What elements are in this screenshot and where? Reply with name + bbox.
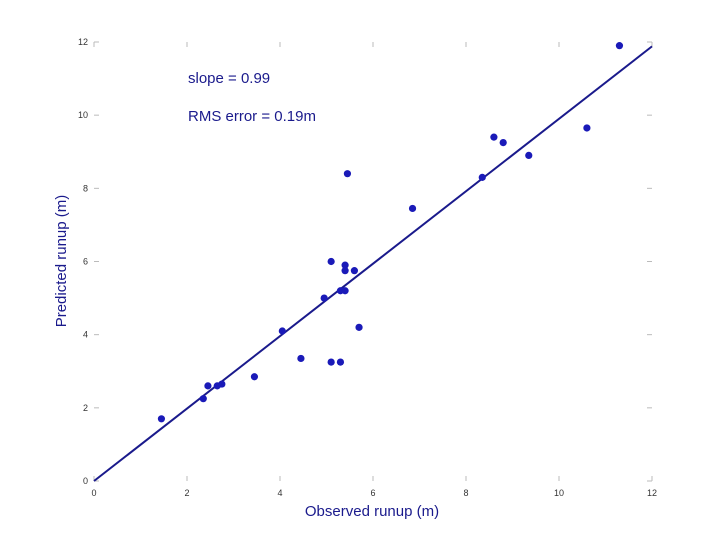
data-point [408, 204, 417, 213]
x-axis-label: Observed runup (m) [305, 503, 439, 520]
data-point [478, 173, 486, 181]
x-tick-label: 4 [277, 488, 282, 498]
y-tick-label: 2 [83, 403, 88, 413]
data-point [525, 151, 533, 160]
x-tick-label: 8 [463, 488, 468, 498]
x-tick-label: 0 [91, 488, 96, 498]
data-point [297, 354, 305, 363]
data-point [250, 373, 259, 381]
y-axis-label: Predicted runup (m) [53, 195, 70, 328]
y-tick-label: 10 [78, 110, 88, 120]
x-tick-label: 6 [370, 488, 375, 498]
data-point [204, 382, 212, 390]
data-point [343, 170, 352, 178]
data-point [583, 124, 591, 132]
x-tick-label: 12 [647, 488, 657, 498]
y-tick-label: 0 [83, 476, 88, 486]
data-point [499, 139, 507, 147]
data-point [327, 257, 335, 266]
y-tick-label: 6 [83, 257, 88, 267]
x-tick-label: 2 [184, 488, 189, 498]
data-point [341, 267, 349, 275]
y-tick-label: 4 [83, 330, 88, 340]
slope-annotation: slope = 0.99 [188, 70, 270, 87]
data-point [199, 395, 207, 403]
data-points [157, 42, 624, 423]
rms-annotation: RMS error = 0.19m [188, 108, 316, 125]
data-point [350, 267, 358, 275]
tick-labels: 0 2 4 6 8 10 12 0 2 4 6 8 10 12 [78, 37, 657, 498]
data-point [341, 261, 349, 269]
axis-ticks [93, 41, 653, 482]
data-point [218, 380, 226, 388]
data-point [278, 327, 286, 335]
data-point [327, 358, 335, 366]
data-point [320, 294, 328, 302]
data-point [341, 287, 349, 295]
data-point [615, 42, 624, 50]
x-tick-label: 10 [554, 488, 564, 498]
data-point [355, 323, 363, 331]
fit-line [93, 45, 653, 482]
data-point [490, 133, 498, 141]
y-tick-label: 8 [83, 183, 88, 193]
y-tick-label: 12 [78, 37, 88, 47]
data-point [336, 358, 345, 366]
data-point [157, 415, 166, 423]
